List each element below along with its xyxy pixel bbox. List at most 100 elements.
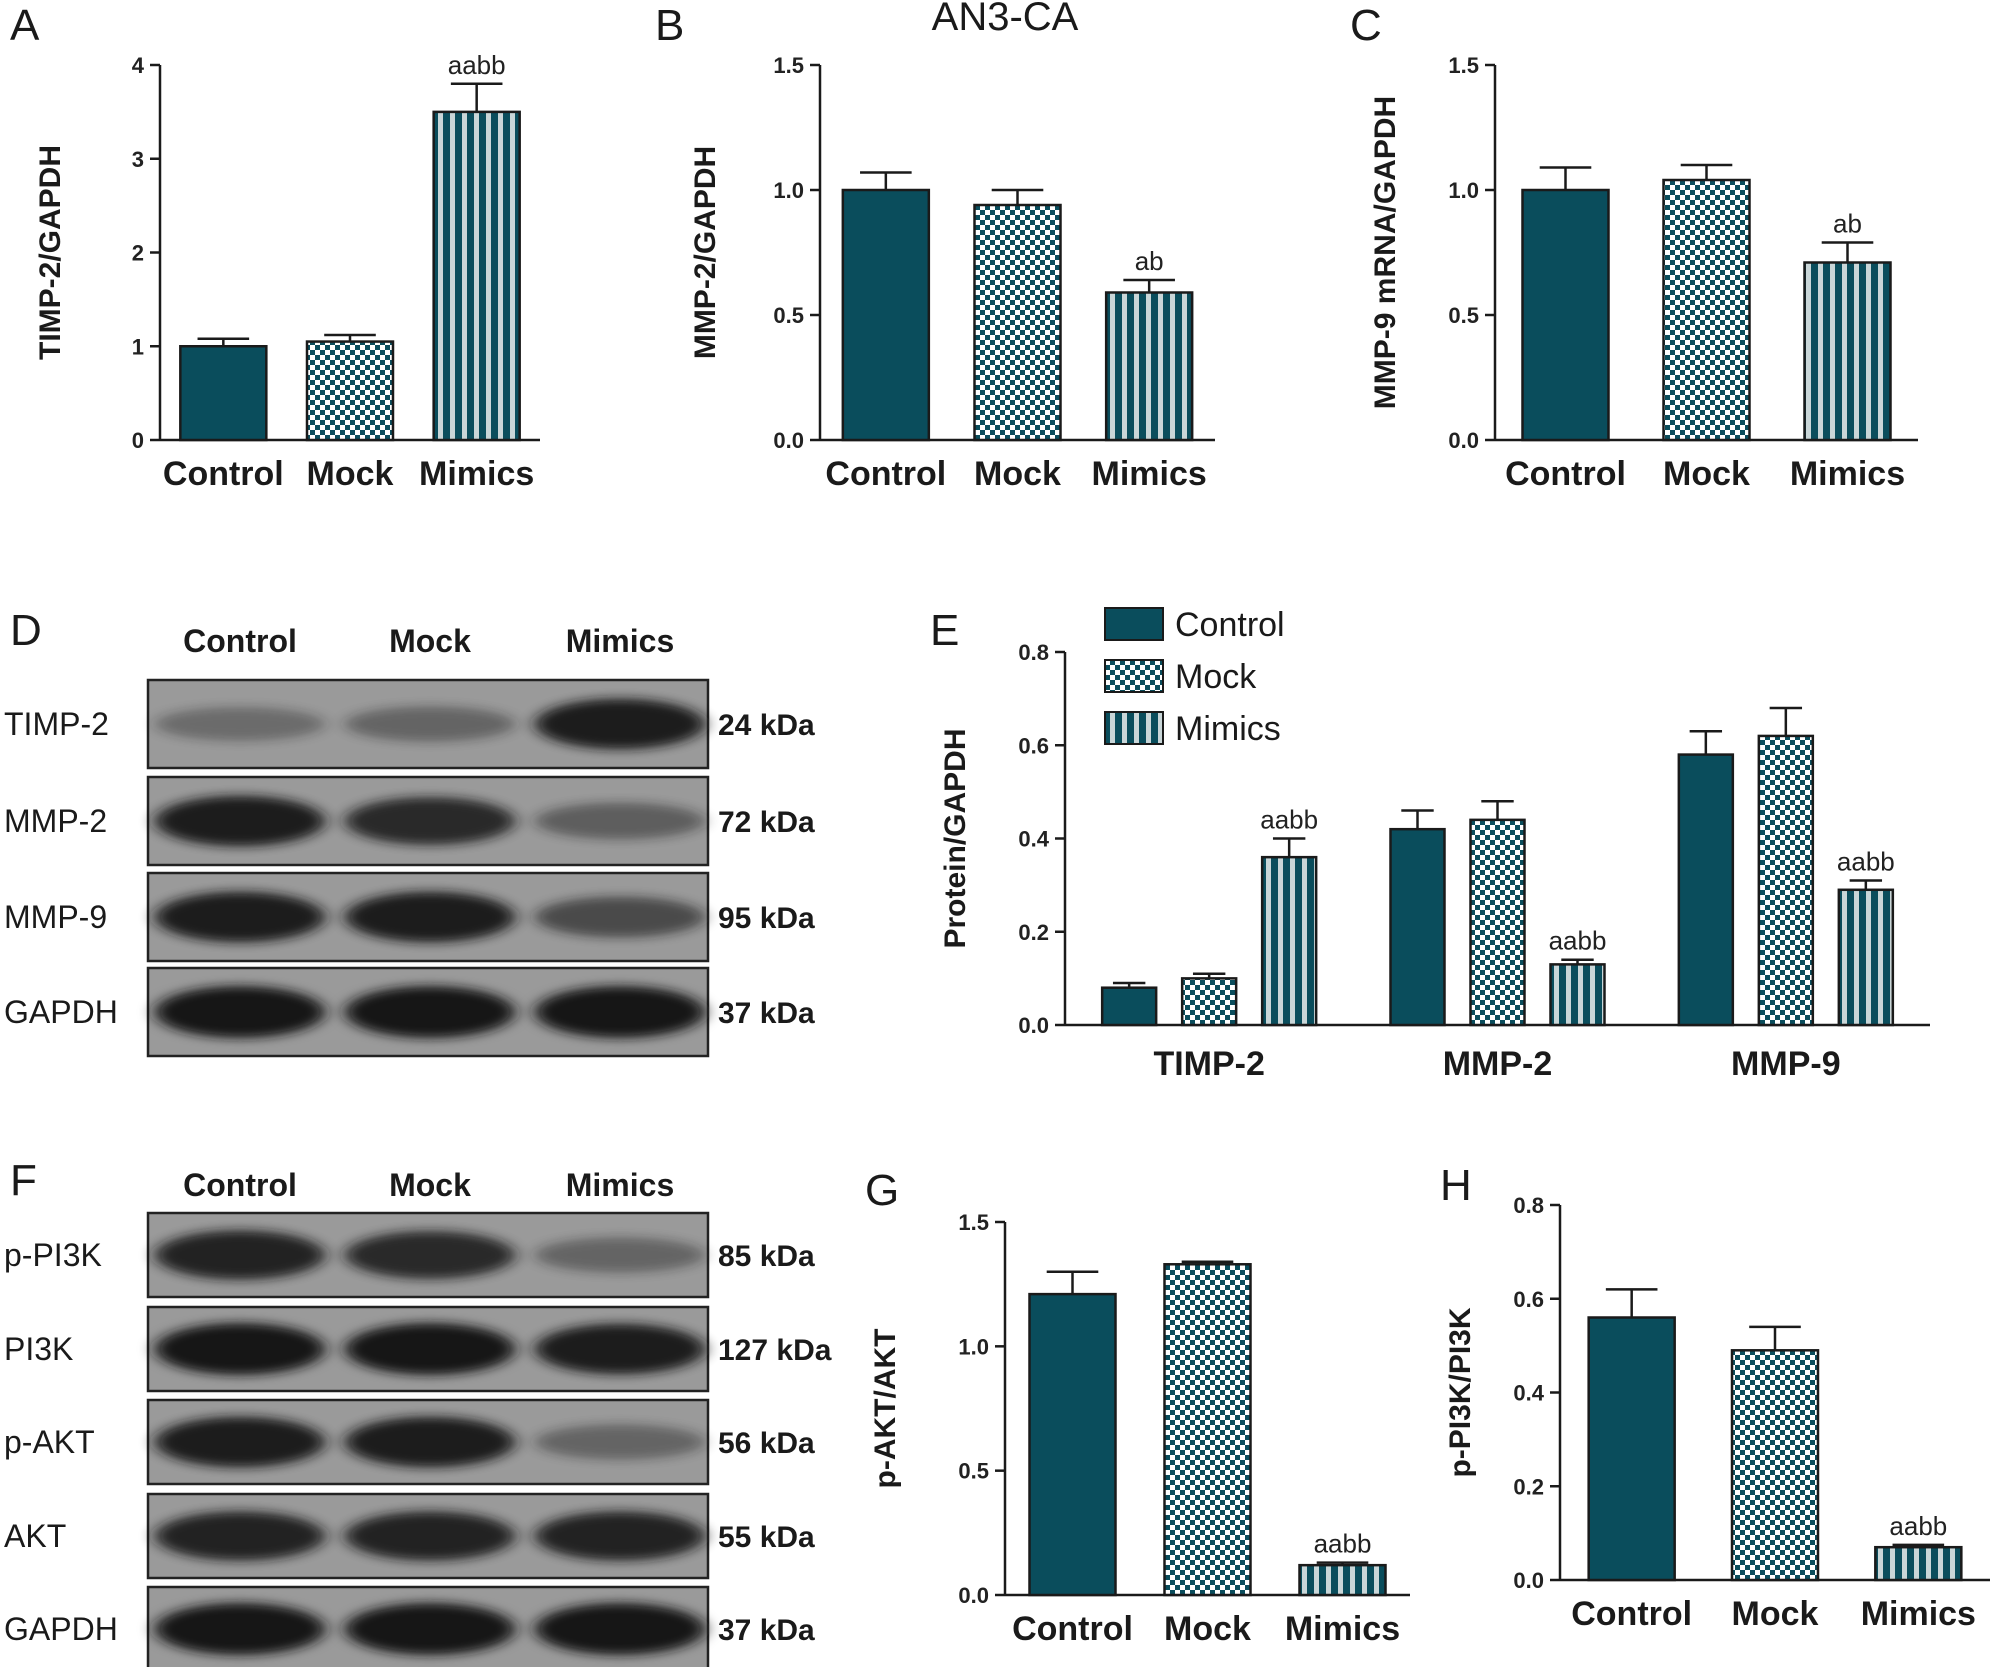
protein-band	[155, 707, 325, 741]
legend-swatch	[1104, 607, 1164, 641]
protein-band	[535, 1511, 705, 1561]
protein-band	[535, 986, 705, 1038]
y-tick-label: 0.0	[1018, 1013, 1049, 1038]
significance-label: aabb	[1314, 1529, 1372, 1559]
panel-label: C	[1350, 1, 1382, 50]
bar	[1298, 1563, 1387, 1597]
significance-label: ab	[1135, 246, 1164, 276]
protein-band	[535, 1603, 705, 1655]
x-category-label: Mock	[974, 455, 1061, 493]
western-blot-f: F Control Mock Mimics p-PI3K 85 kDa PI3K 127 kD…	[4, 1156, 832, 1667]
significance-label: aabb	[448, 50, 506, 80]
protein-band	[535, 1424, 705, 1460]
blot-row: MMP-9 95 kDa	[4, 871, 815, 963]
molecular-weight-label: 55 kDa	[718, 1521, 815, 1554]
y-tick-label: 0.0	[773, 428, 804, 453]
y-tick-label: 1.5	[958, 1210, 989, 1235]
bar	[1662, 178, 1751, 442]
panel-label: A	[10, 1, 40, 50]
protein-band	[535, 896, 705, 938]
protein-band	[535, 1323, 705, 1375]
protein-band	[155, 891, 325, 943]
y-axis-label: p-AKT/AKT	[869, 1329, 902, 1489]
blot-row: p-PI3K 85 kDa	[4, 1211, 815, 1299]
significance-label: ab	[1833, 209, 1862, 239]
bar	[1180, 977, 1238, 1027]
bar	[1837, 888, 1895, 1027]
protein-band	[155, 1230, 325, 1280]
y-tick-label: 1.0	[773, 178, 804, 203]
significance-label: aabb	[1260, 805, 1318, 835]
bar	[1163, 1263, 1252, 1597]
protein-band	[155, 1323, 325, 1375]
panel-label: E	[930, 606, 959, 655]
molecular-weight-label: 85 kDa	[718, 1240, 815, 1273]
legend-label: Mock	[1175, 658, 1257, 696]
protein-band	[345, 706, 515, 742]
significance-label: aabb	[1549, 926, 1607, 956]
y-tick-label: 0.6	[1018, 733, 1049, 758]
lane-header: Control	[183, 1167, 297, 1203]
bar	[179, 345, 268, 442]
x-category-label: MMP-2	[1443, 1045, 1553, 1083]
molecular-weight-label: 56 kDa	[718, 1427, 815, 1460]
protein-label: PI3K	[4, 1331, 73, 1367]
protein-band	[345, 1416, 515, 1468]
bar	[1028, 1292, 1117, 1597]
lane-header: Control	[183, 623, 297, 659]
protein-label: GAPDH	[4, 994, 118, 1030]
bar	[973, 203, 1062, 442]
y-tick-label: 1.0	[958, 1334, 989, 1359]
legend-label: Mimics	[1175, 710, 1281, 748]
protein-label: p-PI3K	[4, 1237, 102, 1273]
chart-title: AN3-CA	[932, 0, 1079, 39]
bar	[1587, 1316, 1676, 1582]
bar	[1469, 818, 1526, 1027]
x-category-label: Mimics	[1861, 1595, 1976, 1633]
protein-label: MMP-2	[4, 803, 107, 839]
lane-header: Mimics	[566, 1167, 674, 1203]
y-tick-label: 0	[132, 428, 144, 453]
x-category-label: Mimics	[419, 455, 534, 493]
western-blot-d: D Control Mock Mimics TIMP-2 24 kDa MMP-2 72 kD…	[4, 606, 815, 1058]
blot-row: AKT 55 kDa	[4, 1492, 815, 1580]
y-tick-label: 0.2	[1513, 1474, 1544, 1499]
panel-label: H	[1440, 1161, 1472, 1210]
y-tick-label: 0.0	[1513, 1568, 1544, 1593]
protein-band	[155, 1603, 325, 1655]
y-axis-label: TIMP-2/GAPDH	[34, 145, 67, 360]
panel-label: D	[10, 606, 42, 655]
protein-band	[345, 1323, 515, 1375]
significance-label: aabb	[1837, 846, 1895, 876]
legend-label: Control	[1175, 606, 1285, 644]
protein-band	[345, 1231, 515, 1279]
chart-panel-e: E 0.0 0.2 0.4 0.6 0.8 Protein/GAPDH aabb TIMP-2 a…	[930, 606, 1930, 1083]
molecular-weight-label: 95 kDa	[718, 902, 815, 935]
x-category-label: Mock	[1164, 1610, 1251, 1648]
y-tick-label: 0.4	[1513, 1381, 1544, 1406]
bar	[1874, 1545, 1963, 1582]
x-category-label: TIMP-2	[1153, 1045, 1264, 1083]
x-category-label: Mimics	[1285, 1610, 1400, 1648]
y-tick-label: 0.4	[1018, 827, 1049, 852]
lane-header: Mock	[389, 623, 471, 659]
bar	[1757, 734, 1815, 1027]
y-tick-label: 0.6	[1513, 1287, 1544, 1312]
lane-header: Mimics	[566, 623, 674, 659]
bar	[1521, 188, 1610, 442]
y-tick-label: 1.5	[773, 53, 804, 78]
x-category-label: Mock	[1663, 455, 1750, 493]
bar	[1803, 261, 1892, 442]
blot-row: PI3K 127 kDa	[4, 1305, 832, 1393]
panel-label: B	[655, 1, 684, 50]
bar	[1104, 291, 1194, 442]
blot-row: p-AKT 56 kDa	[4, 1398, 815, 1486]
lane-header: Mock	[389, 1167, 471, 1203]
molecular-weight-label: 37 kDa	[718, 997, 815, 1030]
x-category-label: Mimics	[1790, 455, 1905, 493]
y-tick-label: 0.0	[1448, 428, 1479, 453]
x-category-label: Control	[1505, 455, 1626, 493]
chart-panel-g: G 0.0 0.5 1.0 1.5 p-AKT/AKT Control Mock aabb Mim…	[865, 1166, 1410, 1648]
y-tick-label: 1.5	[1448, 53, 1479, 78]
y-tick-label: 0.0	[958, 1583, 989, 1608]
